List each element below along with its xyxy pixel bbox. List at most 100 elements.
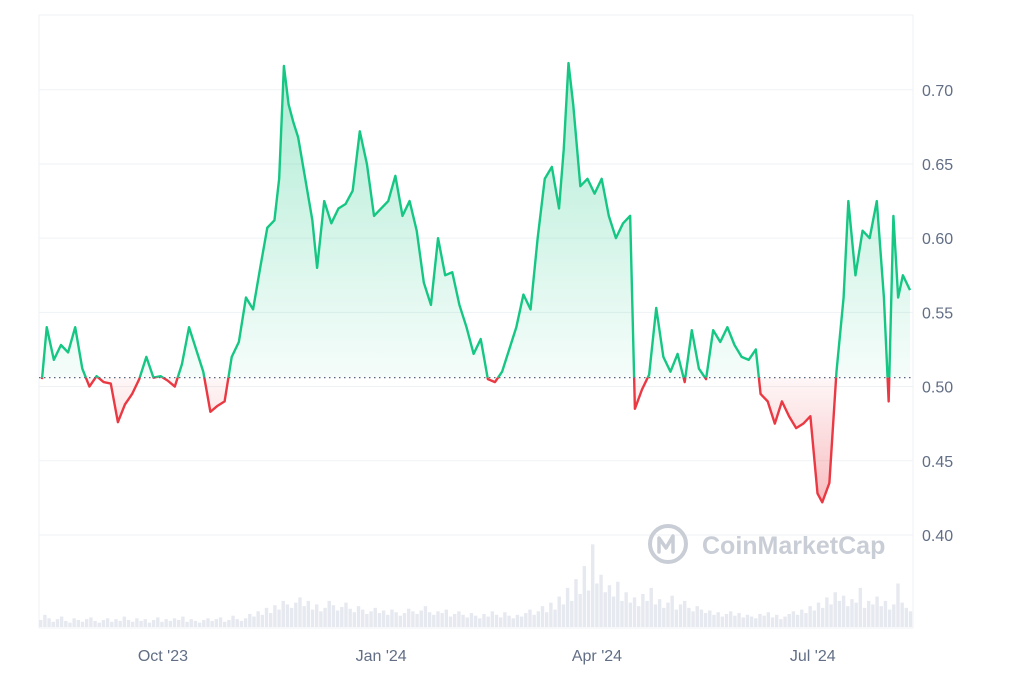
volume-bar [900,602,904,627]
volume-bar [59,616,64,627]
volume-bar [829,604,833,627]
volume-bar [177,620,181,627]
volume-bar [448,616,453,627]
volume-bar [896,583,900,627]
plot-border [38,14,914,629]
volume-bar [536,611,541,627]
volume-bar [507,615,511,627]
volume-bar [812,610,817,627]
volume-bar [390,609,394,627]
volume-bar [197,622,202,627]
price-series [40,61,912,504]
volume-bar [703,613,708,627]
volume-bar [892,604,896,627]
volume-bar [356,606,361,627]
volume-bar [110,621,114,627]
volume-bar [841,595,846,627]
volume-bar [808,606,812,627]
volume-bar [256,611,260,627]
volume-bar [373,607,377,627]
x-tick-label: Oct '23 [138,648,188,665]
volume-bar [365,613,369,627]
volume-bar [235,619,239,627]
volume-bar [720,616,725,627]
volume-bar [139,620,143,627]
y-tick-label: 0.50 [922,380,953,397]
volume-bar [871,604,875,627]
volume-bar [160,621,164,627]
volume-bar [277,609,281,627]
volume-bar [164,619,168,627]
volume-bar [745,614,750,627]
volume-bar [131,621,135,627]
x-tick-label: Jul '24 [790,648,836,665]
y-tick-label: 0.65 [922,157,953,174]
volume-bar [574,579,578,627]
volume-bar [662,607,666,627]
price-area-above-baseline [42,63,910,378]
volume-bar [210,620,214,627]
volume-bar [43,614,47,627]
volume-bar [407,608,411,627]
volume-bar [691,611,695,627]
volume-bar [557,596,561,627]
volume-bar [227,620,231,627]
volume-bar [657,599,662,627]
volume-bar [854,602,858,627]
volume-bar [754,618,758,627]
volume-bar [281,600,285,627]
volume-bar [310,609,315,627]
volume-bar [335,610,340,627]
volume-bar [486,616,490,627]
volume-bar [532,614,536,627]
volume-bar [699,609,704,627]
volume-bar [825,597,829,627]
volume-bar [695,606,699,627]
volume-bar [779,619,783,627]
volume-bar [168,620,173,627]
volume-bar [444,609,449,627]
volume-bar [80,621,85,627]
volume-bar [846,606,850,627]
volume-bar [214,619,219,627]
volume-bar [616,581,620,627]
volume-bar [394,612,398,627]
volume-bar [795,614,800,627]
volume-bar [147,622,152,627]
volume-bar [97,622,101,627]
volume-bar [511,618,515,627]
volume-bar [783,616,787,627]
volume-bar [402,613,407,627]
volume-bar [231,615,235,627]
volume-bar [206,618,210,627]
volume-bar [47,618,51,627]
volume-bar [758,613,762,627]
plot-frame [38,14,914,629]
volume-bar [101,620,106,627]
volume-bar [135,618,139,627]
volume-bar [850,599,854,627]
volume-bar [248,613,252,627]
volume-bar [770,617,775,627]
volume-bar [465,617,469,627]
volume-bar [114,619,118,627]
volume-bar [603,592,607,627]
y-tick-label: 0.45 [922,454,953,471]
volume-bar [858,587,863,627]
volume-bar [239,620,244,627]
volume-bar [381,610,386,627]
volume-bar [800,609,804,627]
volume-bar [683,600,687,627]
volume-bar [540,606,545,627]
volume-bar [319,611,323,627]
volume-bar [306,600,311,627]
volume-bar [352,612,357,627]
volume-bar [565,587,570,627]
volume-bar [741,617,745,627]
volume-bar [93,620,97,627]
volume-bar [553,609,557,627]
volume-bar [528,609,532,627]
volume-bar [469,613,474,627]
volume-bar [264,607,269,627]
volume-bar [89,617,93,627]
